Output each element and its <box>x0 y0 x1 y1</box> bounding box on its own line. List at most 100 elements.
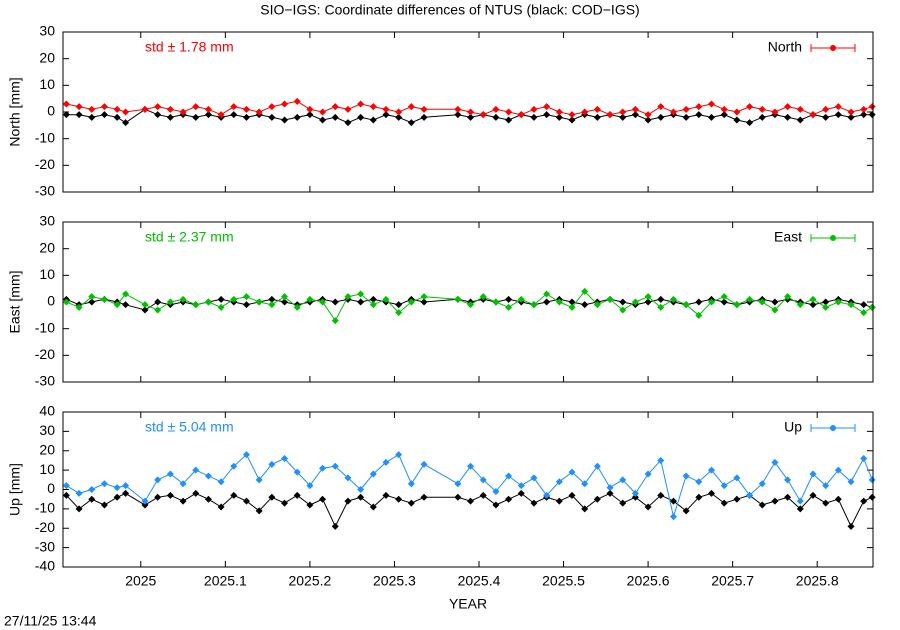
data-point <box>784 103 792 111</box>
data-point <box>154 493 162 501</box>
data-point <box>720 111 728 119</box>
data-point <box>492 487 500 495</box>
data-point <box>758 113 766 121</box>
data-point <box>306 482 314 490</box>
data-point <box>179 497 187 505</box>
data-point <box>122 119 130 127</box>
y-tick-label: -20 <box>35 156 55 172</box>
data-point <box>242 301 250 309</box>
data-point <box>454 111 462 119</box>
data-point <box>695 103 703 111</box>
data-point <box>733 108 741 116</box>
data-point <box>407 298 415 306</box>
data-point <box>293 468 301 476</box>
data-point <box>758 105 766 113</box>
data-point <box>420 493 428 501</box>
annotation: std ± 1.78 mm <box>145 39 234 55</box>
data-point <box>192 301 200 309</box>
data-point <box>344 474 352 482</box>
legend-marker <box>830 425 836 431</box>
data-point <box>382 458 390 466</box>
data-point <box>479 476 487 484</box>
y-tick-label: -30 <box>35 538 55 554</box>
y-tick-label: 20 <box>39 441 55 457</box>
data-point <box>606 489 614 497</box>
data-point <box>834 111 842 119</box>
data-point <box>62 298 70 306</box>
data-point <box>88 293 96 301</box>
data-point <box>695 311 703 319</box>
data-point <box>454 295 462 303</box>
data-point <box>505 303 513 311</box>
data-point <box>319 116 327 124</box>
data-point <box>242 105 250 113</box>
data-point <box>179 108 187 116</box>
data-point <box>746 103 754 111</box>
data-point <box>593 113 601 121</box>
data-point <box>420 113 428 121</box>
data-point <box>217 503 225 511</box>
data-point <box>568 303 576 311</box>
data-point <box>88 105 96 113</box>
data-point <box>395 113 403 121</box>
y-tick-label: 30 <box>39 213 55 229</box>
data-point <box>357 298 365 306</box>
data-point <box>543 298 551 306</box>
data-point <box>75 303 83 311</box>
data-point <box>822 298 830 306</box>
data-point <box>555 497 563 505</box>
legend-marker <box>830 45 836 51</box>
data-point <box>395 451 403 459</box>
data-point <box>420 105 428 113</box>
data-point <box>344 105 352 113</box>
data-point <box>720 105 728 113</box>
data-point <box>255 298 263 306</box>
data-point <box>682 113 690 121</box>
data-point <box>369 295 377 303</box>
data-point <box>492 501 500 509</box>
data-point <box>154 111 162 119</box>
y-tick-label: 10 <box>39 266 55 282</box>
y-axis-label: Up [mm] <box>7 463 23 516</box>
data-point <box>619 476 627 484</box>
data-point <box>631 111 639 119</box>
data-point <box>154 103 162 111</box>
data-point <box>619 298 627 306</box>
timestamp: 27/11/25 13:44 <box>4 613 97 629</box>
data-point <box>771 497 779 505</box>
data-point <box>695 298 703 306</box>
data-point <box>695 493 703 501</box>
data-point <box>733 116 741 124</box>
data-point <box>242 113 250 121</box>
data-point <box>860 309 868 317</box>
data-point <box>293 491 301 499</box>
data-point <box>154 306 162 314</box>
data-point <box>581 301 589 309</box>
data-point <box>306 105 314 113</box>
data-point <box>868 111 876 119</box>
data-point <box>796 105 804 113</box>
data-point <box>331 462 339 470</box>
plot-frame <box>62 31 874 193</box>
data-point <box>268 460 276 468</box>
data-point <box>344 119 352 127</box>
x-tick-label: 2025.7 <box>711 573 754 589</box>
data-point <box>62 482 70 490</box>
data-point <box>860 111 868 119</box>
data-point <box>517 489 525 497</box>
data-point <box>306 111 314 119</box>
data-point <box>230 103 238 111</box>
x-tick-label: 2025.8 <box>796 573 839 589</box>
data-point <box>682 472 690 480</box>
data-point <box>369 116 377 124</box>
data-point <box>281 293 289 301</box>
data-point <box>593 462 601 470</box>
data-point <box>331 103 339 111</box>
data-point <box>230 462 238 470</box>
data-point <box>217 111 225 119</box>
data-point <box>606 484 614 492</box>
data-point <box>657 456 665 464</box>
y-tick-label: 40 <box>39 403 55 419</box>
x-tick-label: 2025.6 <box>627 573 670 589</box>
series-line <box>66 492 873 528</box>
